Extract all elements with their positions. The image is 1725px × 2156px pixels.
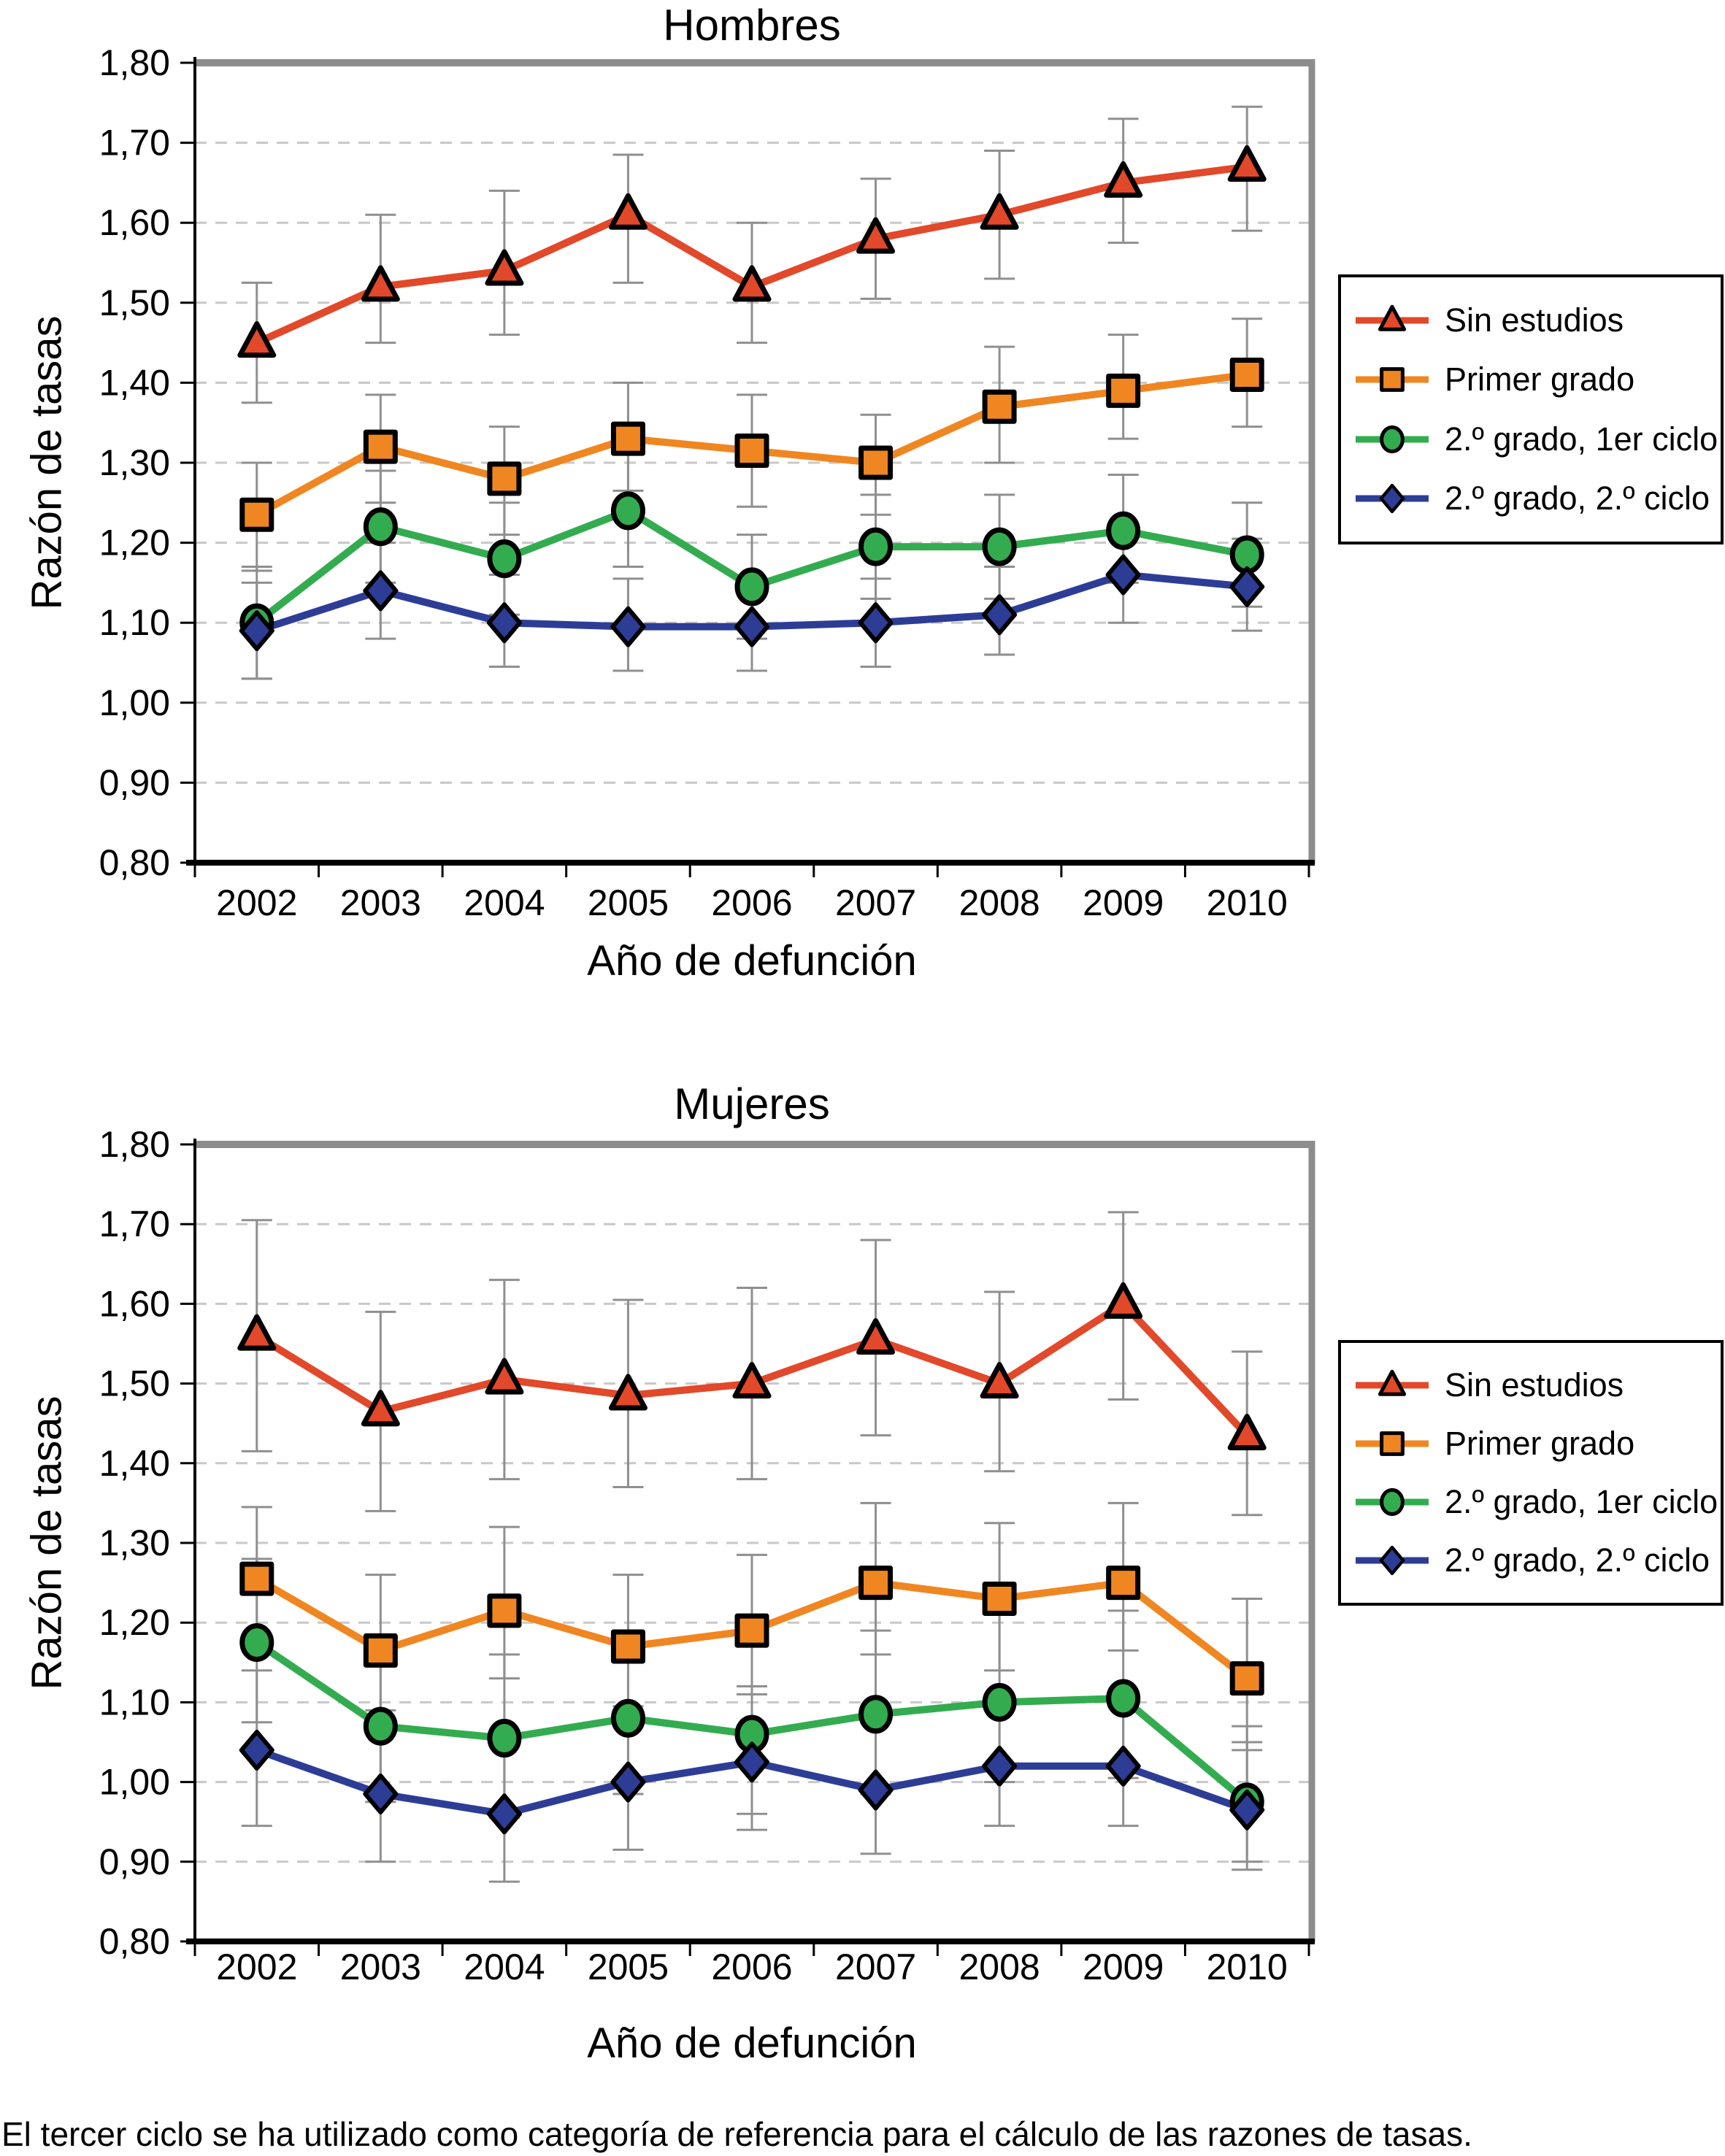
x-tick-label: 2002 <box>216 882 297 923</box>
y-tick-label: 1,80 <box>99 42 170 83</box>
legend-marker-diamond-icon <box>1356 483 1429 513</box>
series-markers-primer_grado <box>239 357 1264 532</box>
x-tick-label: 2009 <box>1083 1947 1164 1987</box>
legend-item-grado2_ciclo1: 2.º grado, 1er ciclo <box>1354 1480 1721 1524</box>
y-tick-label: 1,20 <box>99 1602 170 1643</box>
y-tick-label: 1,40 <box>99 1443 170 1484</box>
series-markers-grado2_ciclo1 <box>239 1623 1264 1822</box>
x-tick-label: 2004 <box>464 882 545 923</box>
y-tick-label: 1,50 <box>99 1363 170 1404</box>
legend-item-primer_grado: Primer grado <box>1354 358 1721 401</box>
y-tick-label: 1,00 <box>99 682 170 723</box>
footnote: El tercer ciclo se ha utilizado como cat… <box>1 2115 1472 2153</box>
legend-marker-diamond-icon <box>1356 1545 1429 1576</box>
y-tick-label: 1,70 <box>99 123 170 163</box>
x-tick-label: 2005 <box>588 882 669 923</box>
legend-item-grado2_ciclo1: 2.º grado, 1er ciclo <box>1354 417 1721 461</box>
legend-item-label: 2.º grado, 1er ciclo <box>1445 420 1718 458</box>
y-tick-label: 0,80 <box>99 1921 170 1962</box>
series-markers-grado2_ciclo2 <box>239 554 1265 652</box>
x-axis-label-mujeres: Año de defunción <box>587 2020 917 2067</box>
y-axis-label-mujeres: Razón de tasas <box>23 1395 71 1690</box>
legend-item-primer_grado: Primer grado <box>1354 1422 1721 1466</box>
legend-marker-circle-icon <box>1356 425 1429 453</box>
x-tick-label: 2010 <box>1207 882 1288 923</box>
legend-marker-circle-icon <box>1356 1487 1429 1517</box>
legend-item-label: 2.º grado, 2.º ciclo <box>1445 479 1710 517</box>
series-markers-grado2_ciclo2 <box>239 1729 1265 1835</box>
y-tick-label: 1,40 <box>99 362 170 403</box>
y-tick-label: 1,30 <box>99 442 170 483</box>
y-tick-label: 1,10 <box>99 602 170 643</box>
legend-item-sin_estudios: Sin estudios <box>1354 1363 1721 1407</box>
legend-item-label: Sin estudios <box>1445 1366 1624 1404</box>
legend-item-label: 2.º grado, 2.º ciclo <box>1445 1541 1710 1579</box>
legend-item-label: Primer grado <box>1445 361 1635 399</box>
y-tick-label: 1,00 <box>99 1762 170 1803</box>
y-tick-label: 1,80 <box>99 1124 170 1165</box>
x-tick-label: 2002 <box>216 1947 297 1987</box>
y-tick-label: 1,70 <box>99 1204 170 1244</box>
y-tick-label: 0,90 <box>99 762 170 803</box>
series-markers-sin_estudios <box>237 145 1267 358</box>
x-tick-label: 2010 <box>1207 1947 1288 1987</box>
x-tick-label: 2005 <box>588 1947 669 1987</box>
y-tick-label: 1,20 <box>99 523 170 563</box>
chart-title-mujeres: Mujeres <box>674 1079 830 1128</box>
series-markers-primer_grado <box>239 1561 1264 1696</box>
legend-marker-square-icon <box>1356 367 1429 393</box>
legend-item-sin_estudios: Sin estudios <box>1354 299 1721 342</box>
y-tick-label: 1,60 <box>99 1283 170 1324</box>
series-markers-sin_estudios <box>237 1282 1267 1451</box>
x-tick-label: 2006 <box>711 882 792 923</box>
legend-item-grado2_ciclo2: 2.º grado, 2.º ciclo <box>1354 477 1721 520</box>
x-tick-label: 2009 <box>1083 882 1164 923</box>
y-tick-label: 1,30 <box>99 1522 170 1563</box>
x-tick-label: 2007 <box>835 882 916 923</box>
chart-title-hombres: Hombres <box>663 1 841 50</box>
x-tick-label: 2008 <box>958 1947 1040 1987</box>
chart-hombres: 1,80 1,70 1,60 1,50 1,40 1,30 1,20 1,10 1,00 0,90… <box>99 42 1315 923</box>
x-axis-label-hombres: Año de defunción <box>587 937 917 985</box>
legend-marker-triangle-icon <box>1356 304 1429 331</box>
x-tick-label: 2007 <box>835 1947 916 1987</box>
y-tick-label: 0,90 <box>99 1841 170 1882</box>
x-tick-label: 2008 <box>958 882 1040 923</box>
legend-marker-triangle-icon <box>1356 1369 1429 1396</box>
legend-marker-square-icon <box>1356 1431 1429 1456</box>
x-tick-label: 2006 <box>711 1947 792 1987</box>
legend-mujeres: Sin estudios Primer grado 2.º grado, 1er c… <box>1338 1340 1724 1606</box>
y-tick-label: 1,50 <box>99 282 170 323</box>
x-tick-label: 2004 <box>464 1947 545 1987</box>
legend-hombres: Sin estudios Primer grado 2.º grado, 1er c… <box>1338 274 1724 544</box>
legend-item-grado2_ciclo2: 2.º grado, 2.º ciclo <box>1354 1539 1721 1582</box>
legend-item-label: 2.º grado, 1er ciclo <box>1445 1483 1718 1520</box>
x-tick-label: 2003 <box>340 882 421 923</box>
y-axis-label-hombres: Razón de tasas <box>23 315 71 610</box>
y-tick-label: 1,60 <box>99 202 170 243</box>
y-tick-label: 1,10 <box>99 1682 170 1722</box>
chart-mujeres: 1,80 1,70 1,60 1,50 1,40 1,30 1,20 1,10 1,00 0,90… <box>99 1124 1315 1987</box>
legend-item-label: Sin estudios <box>1445 301 1624 339</box>
x-tick-label: 2003 <box>340 1947 421 1987</box>
legend-item-label: Primer grado <box>1445 1425 1635 1462</box>
y-tick-label: 0,80 <box>99 842 170 883</box>
